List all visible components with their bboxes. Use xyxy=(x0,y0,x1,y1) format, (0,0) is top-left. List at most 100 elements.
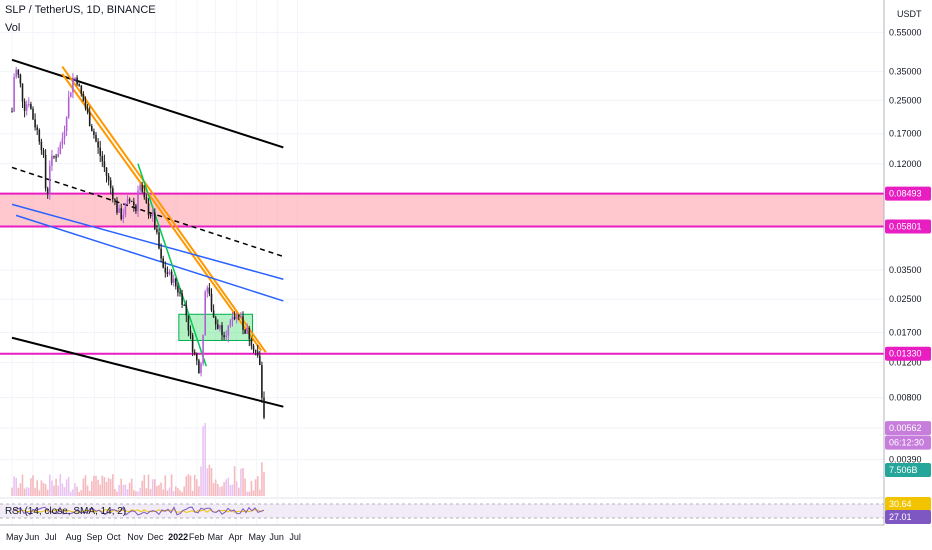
candle-body xyxy=(34,119,36,128)
y-tick-label: 0.00800 xyxy=(889,393,922,403)
candle-body xyxy=(46,188,49,194)
volume-bar xyxy=(38,490,41,496)
volume-bar xyxy=(57,485,59,496)
candle-body xyxy=(65,117,68,132)
volume-bar xyxy=(11,487,13,496)
y-tick-label: 0.03500 xyxy=(889,265,922,275)
volume-bar xyxy=(74,483,76,496)
volume-bar xyxy=(145,488,148,496)
candle-body xyxy=(82,93,85,102)
candle-body xyxy=(170,271,173,283)
candle-body xyxy=(44,154,47,189)
rsi-sma-tag-bg xyxy=(885,497,931,511)
symbol-title[interactable]: SLP / TetherUS, 1D, BINANCE xyxy=(5,4,156,16)
candle-body xyxy=(101,155,104,162)
volume-bar xyxy=(231,484,234,496)
volume-bar xyxy=(204,423,206,496)
price-tag-2: 0.01330 xyxy=(885,346,931,361)
volume-bar xyxy=(212,483,215,496)
volume-bar xyxy=(187,474,190,496)
candle-body xyxy=(206,287,209,293)
candle-body xyxy=(55,156,57,158)
candle-body xyxy=(61,138,64,145)
candle-body xyxy=(17,69,20,75)
blue-line-upper xyxy=(11,203,284,280)
volume-bar xyxy=(15,477,17,496)
price-tags: 0.08493 0.05801 0.01330 0.00562 06:12:30 7.50… xyxy=(885,186,931,524)
candle-body xyxy=(95,134,97,142)
candle-body xyxy=(49,165,51,194)
volume-legend[interactable]: Vol xyxy=(5,22,21,34)
volume-bar xyxy=(200,466,202,496)
y-tick-label: 0.02500 xyxy=(889,294,922,304)
candle-body xyxy=(23,101,26,111)
time-axis[interactable]: May Jun Jul Aug Sep Oct Nov Dec 2022 Feb Mar Apr May… xyxy=(0,524,884,542)
y-tick-label: 0.55000 xyxy=(889,27,922,37)
volume-bar xyxy=(233,466,236,496)
volume-bar xyxy=(235,481,238,496)
volume-bar xyxy=(261,462,263,496)
volume-bar xyxy=(189,475,192,496)
volume-bars xyxy=(11,423,265,496)
candle-body xyxy=(208,287,211,294)
volume-bar xyxy=(259,489,261,496)
candle-body xyxy=(126,199,129,205)
volume-bar xyxy=(103,477,106,496)
price-tag-3-bg xyxy=(885,421,931,436)
volume-bar xyxy=(65,479,68,496)
candle-body xyxy=(59,144,62,154)
price-tag-0: 0.08493 xyxy=(885,186,931,201)
volume-bar xyxy=(133,490,135,496)
candle-body xyxy=(25,104,28,111)
volume-bar xyxy=(210,467,213,496)
candle-body xyxy=(166,272,169,274)
y-tick-label: 0.12000 xyxy=(889,159,922,169)
rsi-legend[interactable]: RSI (14, close, SMA, 14, 2) xyxy=(5,506,127,517)
candle-body xyxy=(70,92,72,97)
candle-body xyxy=(28,104,30,106)
volume-bar xyxy=(149,489,152,496)
channel-top-line xyxy=(11,58,284,149)
volume-tag: 7.506B xyxy=(885,463,931,477)
x-tick-label: Mar xyxy=(208,532,224,542)
candle-body xyxy=(103,161,106,168)
candle-body xyxy=(124,204,127,215)
volume-bar xyxy=(250,481,253,496)
green-trendline xyxy=(137,163,208,367)
price-tag-4: 06:12:30 xyxy=(885,435,931,450)
volume-bar xyxy=(17,487,20,496)
rsi-tag-bg xyxy=(885,510,931,524)
candle-body xyxy=(21,83,24,102)
candle-body xyxy=(86,108,89,113)
volume-bar xyxy=(19,483,22,496)
x-tick-label: Sep xyxy=(86,532,102,542)
candle-body xyxy=(177,286,179,293)
volume-bar xyxy=(206,468,209,496)
candle-body xyxy=(38,129,41,142)
volume-bar xyxy=(154,479,156,496)
candle-body xyxy=(53,155,55,157)
volume-bar xyxy=(141,480,143,496)
volume-bar xyxy=(101,475,104,496)
volume-bar xyxy=(219,486,221,496)
volume-bar xyxy=(122,484,125,496)
volume-bar xyxy=(42,483,45,496)
x-tick-label: Jul xyxy=(289,532,301,542)
volume-bar xyxy=(183,486,185,496)
volume-bar xyxy=(23,488,26,496)
volume-bar xyxy=(240,468,242,496)
candle-body xyxy=(135,205,137,212)
candle-body xyxy=(36,127,38,130)
volume-bar xyxy=(21,474,24,496)
x-tick-label: Oct xyxy=(107,532,122,542)
volume-bar xyxy=(86,485,89,496)
x-tick-label: May xyxy=(6,532,24,542)
candle-body xyxy=(158,232,160,249)
candle-body xyxy=(118,208,120,213)
rsi-sma-tag-text: 30.64 xyxy=(889,499,912,509)
candle-body xyxy=(130,200,133,202)
candle-body xyxy=(160,248,162,259)
channel-mid-line xyxy=(11,166,284,258)
volume-bar xyxy=(84,475,87,496)
